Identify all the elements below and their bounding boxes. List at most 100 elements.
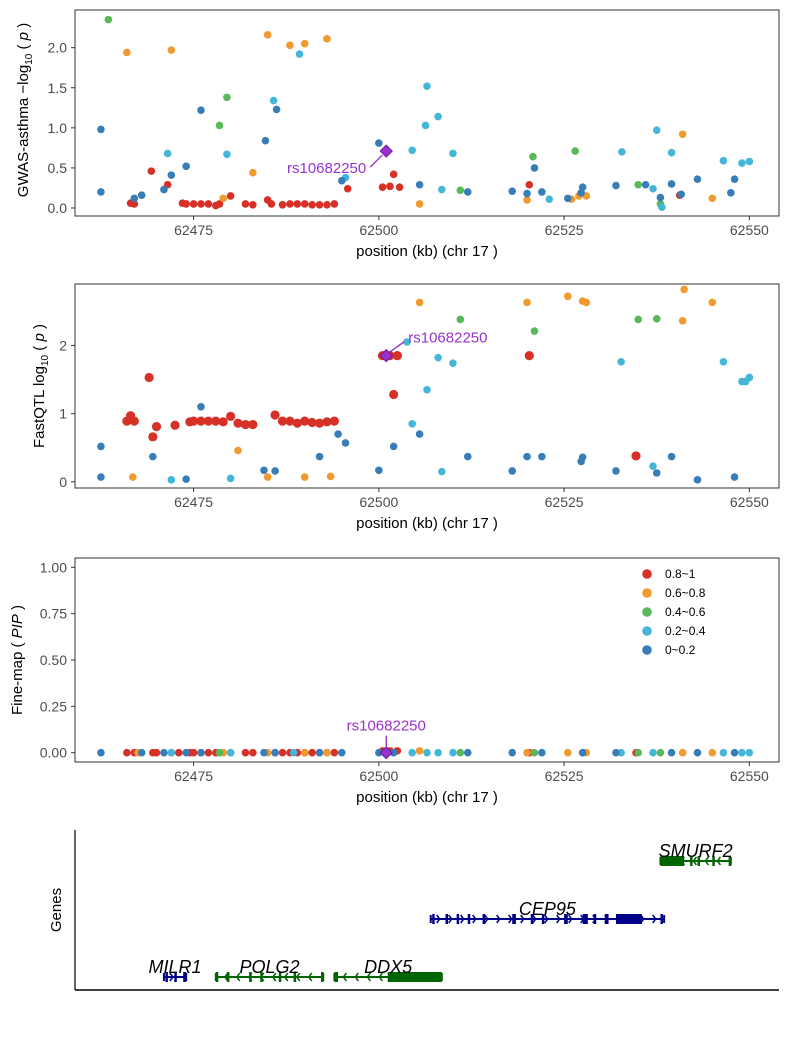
data-point bbox=[149, 452, 157, 461]
exon-block bbox=[387, 972, 442, 982]
data-point bbox=[538, 188, 546, 196]
exon-block bbox=[321, 972, 324, 982]
exon-block bbox=[712, 856, 715, 866]
data-point bbox=[463, 188, 472, 196]
data-point bbox=[330, 200, 339, 208]
data-point bbox=[123, 48, 131, 57]
data-point bbox=[456, 315, 465, 324]
strand-chevron bbox=[295, 972, 301, 982]
gene-label: CEP95 bbox=[519, 899, 577, 919]
data-point bbox=[97, 748, 105, 757]
exon-block bbox=[615, 914, 642, 924]
data-point bbox=[261, 136, 270, 145]
legend-swatch bbox=[642, 645, 652, 655]
exon-block bbox=[728, 856, 732, 866]
data-point bbox=[329, 416, 339, 426]
data-point bbox=[337, 176, 346, 185]
data-point bbox=[263, 31, 272, 39]
data-point bbox=[719, 748, 728, 757]
strand-chevron bbox=[235, 972, 241, 982]
data-point bbox=[415, 430, 424, 438]
data-point bbox=[612, 748, 620, 757]
data-point bbox=[649, 462, 657, 470]
exon-block bbox=[334, 972, 339, 982]
x-tick-label: 62475 bbox=[174, 768, 213, 784]
exon-block bbox=[604, 914, 609, 924]
data-point bbox=[240, 419, 251, 430]
lead-snp-label: rs10682250 bbox=[347, 718, 426, 735]
data-point bbox=[678, 317, 687, 325]
data-point bbox=[678, 130, 687, 139]
data-point bbox=[278, 748, 287, 757]
data-point bbox=[170, 420, 180, 430]
data-point bbox=[218, 417, 228, 427]
gene-polg2: POLG2 bbox=[214, 957, 325, 982]
series-0~0.2 bbox=[97, 748, 739, 757]
series-0.8~1 bbox=[122, 351, 641, 461]
data-point bbox=[147, 167, 156, 175]
strand-chevron bbox=[223, 972, 229, 982]
data-point bbox=[300, 39, 309, 48]
data-point bbox=[656, 193, 665, 202]
data-point bbox=[334, 430, 342, 438]
x-tick-label: 62525 bbox=[545, 494, 584, 510]
data-point bbox=[730, 748, 739, 757]
data-point bbox=[322, 417, 332, 427]
data-point bbox=[463, 748, 472, 757]
data-point bbox=[167, 46, 176, 54]
data-point bbox=[386, 182, 394, 191]
exon-block bbox=[432, 914, 435, 924]
y-tick-label: 1.5 bbox=[48, 80, 68, 96]
data-point bbox=[196, 416, 206, 426]
data-point bbox=[286, 200, 294, 208]
data-point bbox=[617, 357, 625, 366]
data-point bbox=[449, 359, 457, 367]
data-point bbox=[538, 452, 546, 461]
data-point bbox=[564, 292, 572, 301]
data-point bbox=[378, 183, 387, 191]
data-point bbox=[415, 747, 424, 755]
strand-chevron bbox=[692, 856, 698, 866]
data-point bbox=[738, 159, 746, 167]
data-point bbox=[438, 467, 446, 476]
data-point bbox=[529, 152, 537, 161]
data-point bbox=[97, 188, 105, 196]
data-point bbox=[267, 200, 276, 208]
data-point bbox=[423, 748, 431, 757]
data-point bbox=[219, 194, 228, 203]
data-point bbox=[129, 473, 137, 481]
data-point bbox=[523, 748, 531, 757]
x-axis-label: position (kb) (chr 17 ) bbox=[356, 789, 498, 806]
data-point bbox=[167, 748, 176, 757]
series-0.4~0.6 bbox=[215, 748, 665, 757]
data-point bbox=[148, 432, 158, 442]
data-point bbox=[260, 466, 268, 475]
data-point bbox=[295, 50, 304, 58]
legend-label: 0.6~0.8 bbox=[665, 586, 706, 600]
data-point bbox=[152, 748, 161, 757]
lead-snp-marker bbox=[379, 144, 393, 158]
data-point bbox=[658, 203, 666, 211]
data-point bbox=[137, 191, 146, 199]
data-point bbox=[285, 416, 295, 426]
data-point bbox=[249, 748, 257, 757]
exon-block bbox=[541, 914, 545, 924]
lead-snp-marker bbox=[379, 746, 393, 760]
data-point bbox=[693, 175, 702, 183]
gene-milr1: MILR1 bbox=[149, 957, 202, 982]
x-tick-label: 62550 bbox=[730, 222, 769, 238]
data-point bbox=[289, 748, 298, 757]
exon-block bbox=[467, 914, 471, 924]
data-point bbox=[315, 200, 324, 209]
gene-label: SMURF2 bbox=[659, 841, 733, 861]
lead-snp-connector bbox=[389, 341, 405, 353]
data-point bbox=[730, 473, 739, 481]
data-point bbox=[330, 748, 339, 757]
data-point bbox=[314, 418, 325, 428]
data-point bbox=[456, 748, 465, 757]
data-point bbox=[323, 35, 331, 43]
data-point bbox=[649, 748, 657, 757]
data-point bbox=[197, 200, 205, 208]
series-0~0.2 bbox=[97, 403, 739, 484]
